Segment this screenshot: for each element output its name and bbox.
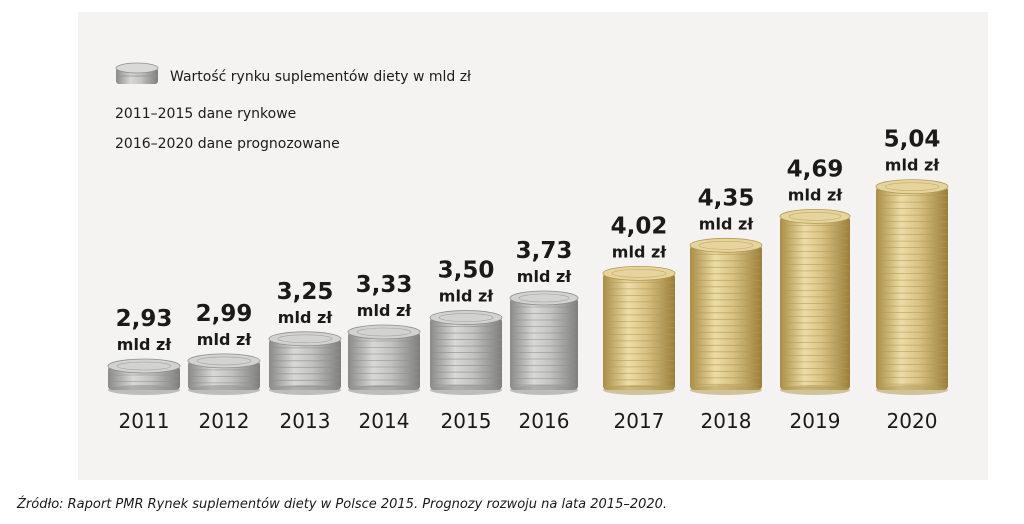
coin-stack-2015 bbox=[429, 310, 503, 395]
year-label: 2011 bbox=[119, 409, 170, 433]
value-label: 5,04 bbox=[884, 127, 941, 153]
coin-stack-2016 bbox=[509, 290, 579, 395]
value-label: 4,69 bbox=[787, 156, 844, 182]
year-label: 2017 bbox=[614, 409, 665, 433]
unit-label: mld zł bbox=[699, 214, 754, 233]
source-note: Źródło: Raport PMR Rynek suplementów die… bbox=[17, 497, 668, 512]
coin-stack-2013 bbox=[268, 331, 342, 395]
unit-label: mld zł bbox=[197, 330, 252, 349]
coin-stack-2018 bbox=[689, 237, 763, 395]
year-label: 2015 bbox=[441, 409, 492, 433]
note-forecast-data: 2016–2020 dane prognozowane bbox=[115, 136, 340, 152]
unit-label: mld zł bbox=[117, 335, 172, 354]
coin-stack-2014 bbox=[347, 324, 421, 395]
label-group: 2,93 mld zł 2011 2,99 mld zł 2012 3,25 mld zł 20… bbox=[116, 127, 941, 433]
coin-stack-2012 bbox=[187, 353, 261, 395]
value-label: 4,35 bbox=[698, 185, 755, 211]
coin-stack-2019 bbox=[779, 208, 851, 395]
year-label: 2018 bbox=[701, 409, 752, 433]
bar-group bbox=[107, 179, 949, 395]
value-label: 2,99 bbox=[196, 301, 253, 327]
unit-label: mld zł bbox=[517, 267, 572, 286]
note-market-data: 2011–2015 dane rynkowe bbox=[115, 106, 296, 122]
coin-stack-2011 bbox=[107, 358, 181, 395]
unit-label: mld zł bbox=[885, 156, 940, 175]
value-label: 3,25 bbox=[277, 279, 334, 305]
unit-label: mld zł bbox=[612, 242, 667, 261]
unit-label: mld zł bbox=[357, 301, 412, 320]
year-label: 2014 bbox=[359, 409, 410, 433]
value-label: 3,33 bbox=[356, 272, 413, 298]
value-label: 4,02 bbox=[611, 213, 668, 239]
legend-coin-icon bbox=[115, 62, 159, 84]
coin-stack-2020 bbox=[875, 179, 949, 395]
value-label: 3,50 bbox=[438, 258, 495, 284]
chart-panel: Wartość rynku suplementów diety w mld zł… bbox=[78, 12, 988, 480]
value-label: 2,93 bbox=[116, 306, 173, 332]
coin-stack-2017 bbox=[602, 265, 676, 395]
year-label: 2019 bbox=[790, 409, 841, 433]
year-label: 2013 bbox=[280, 409, 331, 433]
year-label: 2016 bbox=[519, 409, 570, 433]
legend: Wartość rynku suplementów diety w mld zł… bbox=[115, 62, 471, 152]
unit-label: mld zł bbox=[439, 287, 494, 306]
value-label: 3,73 bbox=[516, 238, 573, 264]
unit-label: mld zł bbox=[788, 185, 843, 204]
legend-label: Wartość rynku suplementów diety w mld zł bbox=[170, 69, 471, 85]
unit-label: mld zł bbox=[278, 308, 333, 327]
chart-canvas: Wartość rynku suplementów diety w mld zł… bbox=[107, 62, 949, 433]
year-label: 2020 bbox=[887, 409, 938, 433]
year-label: 2012 bbox=[199, 409, 250, 433]
